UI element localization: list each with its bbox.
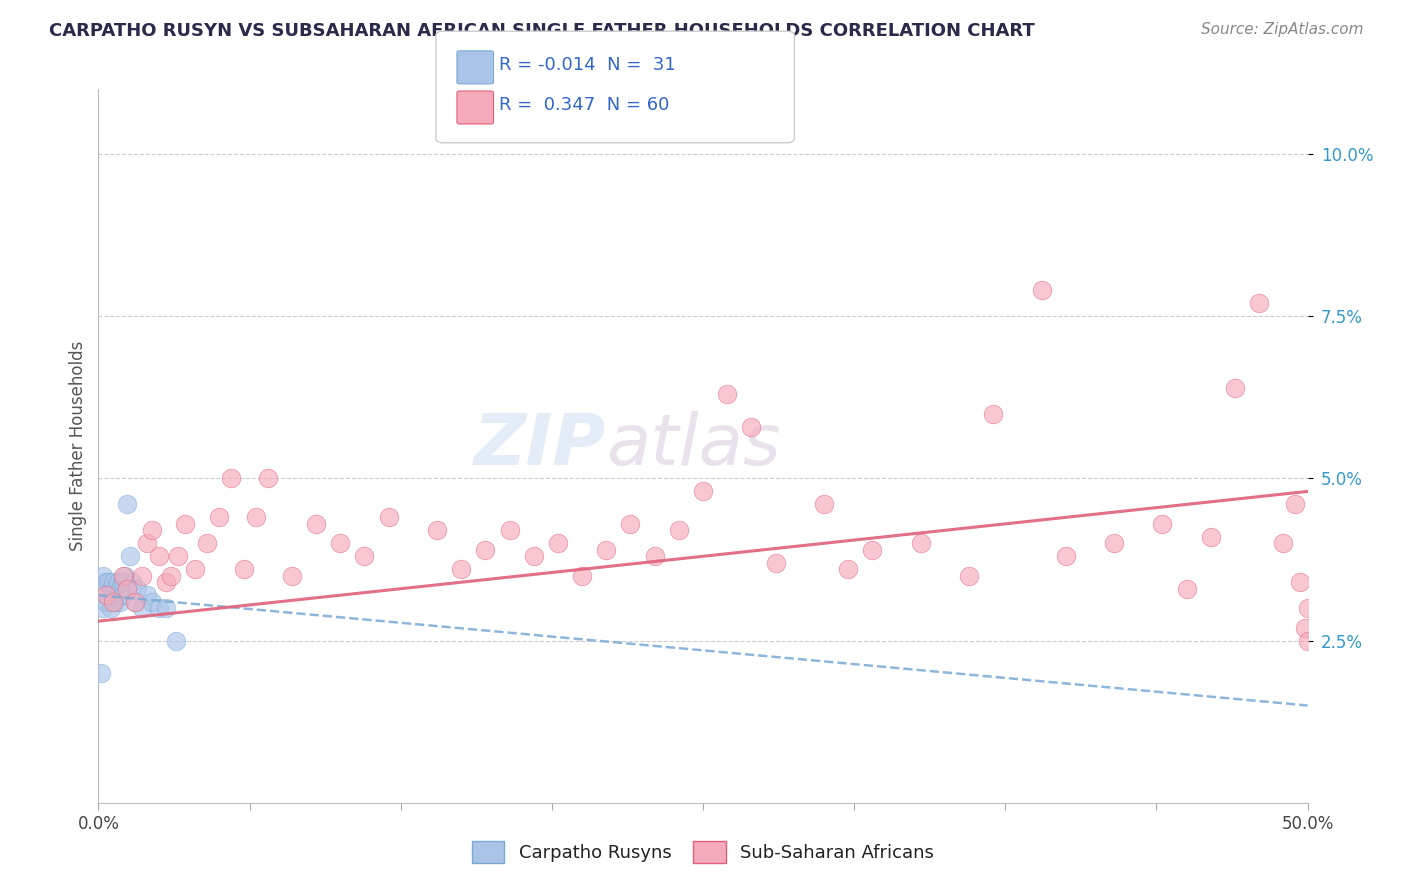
Point — [595, 542, 617, 557]
Point — [765, 556, 787, 570]
Point — [141, 595, 163, 609]
Point — [97, 575, 120, 590]
Point — [619, 516, 641, 531]
Point — [305, 516, 328, 531]
Point — [108, 595, 131, 609]
Point — [104, 582, 127, 596]
Point — [716, 387, 738, 401]
Point — [107, 575, 129, 590]
Point — [474, 542, 496, 557]
Point — [353, 549, 375, 564]
Point — [281, 568, 304, 582]
Point — [195, 536, 218, 550]
Point — [117, 497, 139, 511]
Point — [450, 562, 472, 576]
Point — [1152, 516, 1174, 531]
Point — [644, 549, 666, 564]
Point — [1284, 497, 1306, 511]
Point — [117, 582, 139, 596]
Point — [256, 471, 278, 485]
Point — [107, 588, 129, 602]
Point — [184, 562, 207, 576]
Point — [148, 601, 170, 615]
Y-axis label: Single Father Households: Single Father Households — [69, 341, 87, 551]
Text: Source: ZipAtlas.com: Source: ZipAtlas.com — [1201, 22, 1364, 37]
Point — [131, 601, 153, 615]
Point — [981, 407, 1004, 421]
Point — [101, 575, 124, 590]
Point — [101, 595, 124, 609]
Point — [111, 575, 134, 590]
Point — [124, 595, 146, 609]
Point — [100, 582, 122, 596]
Point — [127, 582, 149, 596]
Point — [165, 633, 187, 648]
Point — [1272, 536, 1295, 550]
Point — [94, 575, 117, 590]
Point — [124, 595, 146, 609]
Point — [108, 582, 131, 596]
Point — [910, 536, 932, 550]
Point — [94, 595, 117, 609]
Point — [167, 549, 190, 564]
Point — [957, 568, 980, 582]
Point — [104, 595, 127, 609]
Legend: Carpatho Rusyns, Sub-Saharan Africans: Carpatho Rusyns, Sub-Saharan Africans — [463, 832, 943, 872]
Point — [837, 562, 859, 576]
Point — [97, 588, 120, 602]
Text: ZIP: ZIP — [474, 411, 606, 481]
Point — [91, 601, 114, 615]
Point — [1223, 381, 1246, 395]
Point — [1296, 633, 1319, 648]
Text: R = -0.014  N =  31: R = -0.014 N = 31 — [499, 56, 676, 74]
Point — [547, 536, 569, 550]
Point — [377, 510, 399, 524]
Text: R =  0.347  N = 60: R = 0.347 N = 60 — [499, 96, 669, 114]
Point — [91, 568, 114, 582]
Point — [523, 549, 546, 564]
Point — [94, 588, 117, 602]
Point — [813, 497, 835, 511]
Point — [148, 549, 170, 564]
Point — [160, 568, 183, 582]
Point — [174, 516, 197, 531]
Point — [121, 575, 143, 590]
Point — [111, 568, 134, 582]
Point — [100, 601, 122, 615]
Point — [1175, 582, 1198, 596]
Point — [1054, 549, 1077, 564]
Point — [1296, 601, 1319, 615]
Point — [114, 568, 136, 582]
Point — [426, 524, 449, 538]
Point — [90, 666, 112, 681]
Point — [692, 484, 714, 499]
Point — [668, 524, 690, 538]
Point — [1199, 530, 1222, 544]
Point — [221, 471, 243, 485]
Point — [141, 524, 163, 538]
Point — [101, 588, 124, 602]
Point — [1031, 283, 1053, 297]
Point — [860, 542, 883, 557]
Point — [498, 524, 520, 538]
Point — [1289, 575, 1312, 590]
Point — [131, 568, 153, 582]
Point — [571, 568, 593, 582]
Point — [245, 510, 267, 524]
Point — [232, 562, 254, 576]
Point — [135, 588, 157, 602]
Point — [329, 536, 352, 550]
Point — [155, 575, 177, 590]
Point — [740, 419, 762, 434]
Point — [155, 601, 177, 615]
Point — [1102, 536, 1125, 550]
Point — [208, 510, 231, 524]
Text: atlas: atlas — [606, 411, 780, 481]
Point — [118, 549, 141, 564]
Text: CARPATHO RUSYN VS SUBSAHARAN AFRICAN SINGLE FATHER HOUSEHOLDS CORRELATION CHART: CARPATHO RUSYN VS SUBSAHARAN AFRICAN SIN… — [49, 22, 1035, 40]
Point — [1249, 296, 1271, 310]
Point — [1294, 621, 1316, 635]
Point — [135, 536, 157, 550]
Point — [111, 588, 134, 602]
